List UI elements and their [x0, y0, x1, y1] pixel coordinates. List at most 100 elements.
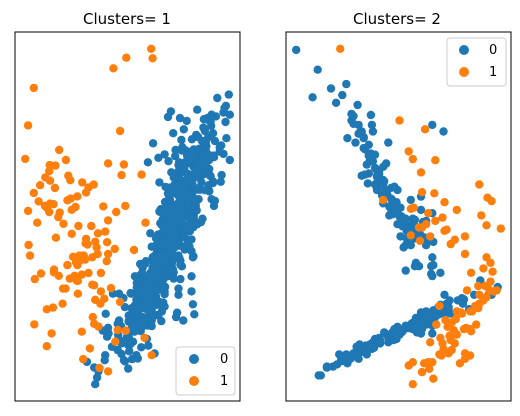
scatter-point-series-0 — [406, 195, 415, 205]
scatter-point-series-1 — [33, 218, 42, 227]
scatter-point-series-0 — [152, 240, 161, 250]
scatter-point-series-0 — [379, 162, 388, 171]
scatter-point-series-1 — [483, 281, 492, 291]
scatter-point-series-1 — [81, 188, 91, 197]
scatter-point-series-1 — [430, 189, 439, 198]
scatter-point-series-1 — [21, 154, 30, 164]
scatter-point-series-1 — [42, 203, 51, 212]
scatter-point-series-1 — [102, 257, 111, 266]
scatter-point-series-1 — [482, 253, 491, 262]
scatter-points-2 — [292, 44, 505, 389]
scatter-point-series-1 — [74, 221, 83, 231]
scatter-point-series-1 — [459, 324, 469, 334]
scatter-point-series-1 — [51, 233, 61, 242]
scatter-point-series-0 — [179, 125, 188, 134]
scatter-point-series-1 — [95, 363, 104, 373]
scatter-point-series-0 — [155, 263, 164, 272]
scatter-point-series-0 — [338, 90, 347, 100]
scatter-point-series-0 — [158, 221, 167, 230]
scatter-point-series-0 — [209, 151, 218, 160]
scatter-point-series-0 — [190, 310, 199, 319]
scatter-point-series-1 — [77, 270, 87, 279]
scatter-point-series-1 — [452, 205, 461, 215]
scatter-point-series-0 — [174, 290, 183, 299]
scatter-point-series-0 — [171, 151, 180, 161]
scatter-point-series-1 — [417, 367, 427, 377]
scatter-point-series-1 — [79, 251, 88, 260]
legend-1: 0 1 — [175, 346, 236, 396]
scatter-point-series-0 — [360, 145, 369, 154]
scatter-point-series-0 — [399, 243, 408, 252]
scatter-point-series-0 — [316, 371, 325, 380]
scatter-point-series-0 — [174, 160, 183, 170]
legend-marker-series-0 — [189, 354, 199, 364]
scatter-point-series-1 — [379, 195, 388, 205]
scatter-point-series-1 — [73, 276, 83, 285]
scatter-point-series-0 — [213, 93, 222, 103]
scatter-point-series-0 — [160, 257, 169, 266]
scatter-point-series-0 — [158, 228, 167, 237]
scatter-point-series-1 — [106, 283, 116, 293]
scatter-point-series-1 — [395, 116, 404, 125]
scatter-point-series-1 — [96, 287, 106, 296]
scatter-point-series-1 — [420, 125, 430, 134]
scatter-point-series-1 — [425, 364, 434, 373]
scatter-point-series-0 — [429, 260, 438, 270]
scatter-point-series-0 — [390, 324, 399, 334]
scatter-point-series-0 — [150, 277, 159, 286]
scatter-point-series-1 — [94, 322, 103, 331]
scatter-point-series-1 — [447, 345, 456, 355]
scatter-point-series-0 — [182, 116, 191, 126]
scatter-point-series-1 — [408, 380, 417, 389]
scatter-point-series-0 — [308, 93, 317, 102]
legend-label-series-0: 0 — [489, 43, 497, 58]
scatter-point-series-1 — [417, 188, 427, 197]
scatter-point-series-1 — [103, 249, 113, 259]
scatter-point-series-0 — [370, 163, 380, 173]
scatter-point-series-0 — [208, 178, 218, 188]
scatter-point-series-1 — [406, 204, 415, 213]
scatter-point-series-0 — [130, 304, 140, 313]
scatter-point-series-0 — [440, 290, 449, 299]
scatter-point-series-0 — [322, 362, 332, 371]
scatter-point-series-1 — [416, 168, 426, 177]
scatter-point-series-1 — [137, 170, 146, 179]
scatter-point-series-0 — [225, 110, 234, 119]
scatter-point-series-0 — [120, 357, 130, 366]
scatter-point-series-0 — [342, 79, 351, 89]
scatter-point-series-1 — [34, 197, 43, 206]
scatter-point-series-0 — [208, 129, 218, 138]
scatter-point-series-1 — [96, 268, 106, 278]
scatter-point-series-0 — [355, 345, 364, 355]
scatter-point-series-0 — [349, 111, 358, 121]
scatter-point-series-0 — [387, 194, 396, 203]
scatter-point-series-0 — [130, 272, 140, 281]
scatter-point-series-1 — [460, 232, 470, 241]
scatter-point-series-1 — [475, 180, 484, 189]
scatter-point-series-1 — [111, 337, 120, 346]
legend-label-series-0: 0 — [220, 352, 228, 367]
scatter-point-series-1 — [88, 253, 97, 262]
scatter-point-series-0 — [210, 196, 220, 205]
scatter-point-series-1 — [426, 338, 435, 347]
scatter-point-series-1 — [29, 188, 38, 198]
scatter-point-series-0 — [410, 318, 420, 327]
scatter-point-series-1 — [429, 374, 438, 383]
scatter-point-series-0 — [406, 241, 415, 250]
scatter-point-series-1 — [24, 240, 33, 250]
scatter-point-series-0 — [343, 134, 352, 143]
scatter-point-series-0 — [363, 179, 372, 188]
scatter-point-series-0 — [179, 316, 188, 325]
chart-title-2: Clusters= 2 — [353, 10, 441, 28]
scatter-point-series-0 — [169, 243, 178, 252]
scatter-point-series-0 — [148, 139, 158, 148]
scatter-point-series-0 — [221, 101, 231, 111]
scatter-point-series-1 — [424, 209, 433, 218]
scatter-point-series-1 — [102, 238, 112, 247]
scatter-point-series-0 — [221, 117, 230, 127]
scatter-point-series-0 — [144, 295, 153, 304]
legend-2: 0 1 — [446, 37, 507, 87]
scatter-point-series-0 — [178, 179, 187, 189]
scatter-point-series-0 — [393, 207, 402, 217]
scatter-point-series-0 — [365, 156, 375, 165]
